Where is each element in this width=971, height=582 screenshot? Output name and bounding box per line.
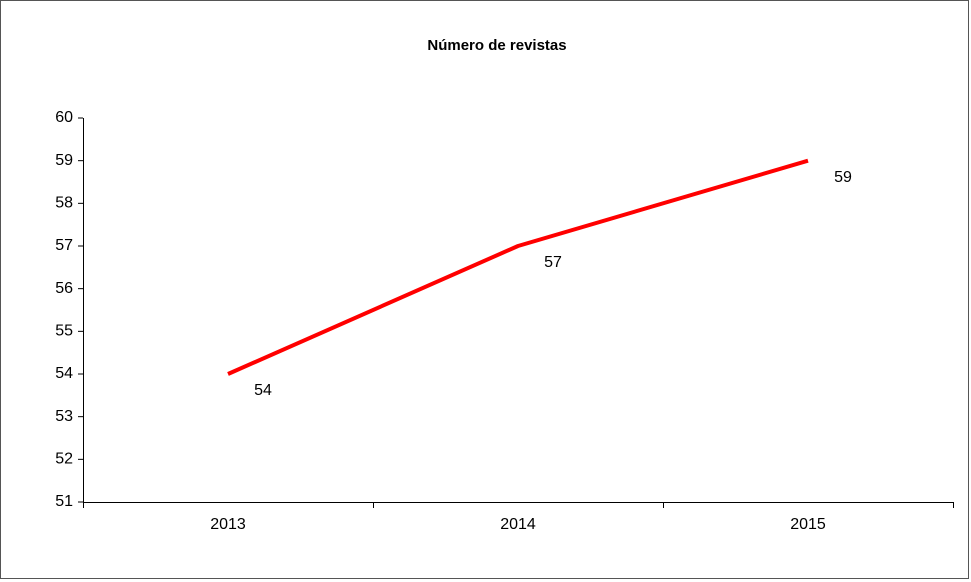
y-tick-label: 57 [55, 237, 73, 254]
line [227, 158, 809, 376]
y-tick-label: 56 [55, 280, 73, 297]
y-tick-label: 53 [55, 408, 73, 425]
y-tick-label: 52 [55, 451, 73, 468]
chart-title: Número de revistas [427, 37, 566, 54]
x-tick-label: 2014 [500, 516, 536, 533]
x-tick-label: 2015 [790, 516, 826, 533]
x-tick-label: 2013 [210, 516, 246, 533]
data-label: 57 [544, 254, 562, 271]
y-tick-label: 55 [55, 323, 73, 340]
y-tick-label: 60 [55, 109, 73, 126]
data-label: 59 [834, 169, 852, 186]
data-label: 54 [254, 382, 272, 399]
y-tick-label: 51 [55, 493, 73, 510]
y-tick-label: 54 [55, 365, 73, 382]
y-tick-label: 58 [55, 195, 73, 212]
y-tick-label: 59 [55, 152, 73, 169]
